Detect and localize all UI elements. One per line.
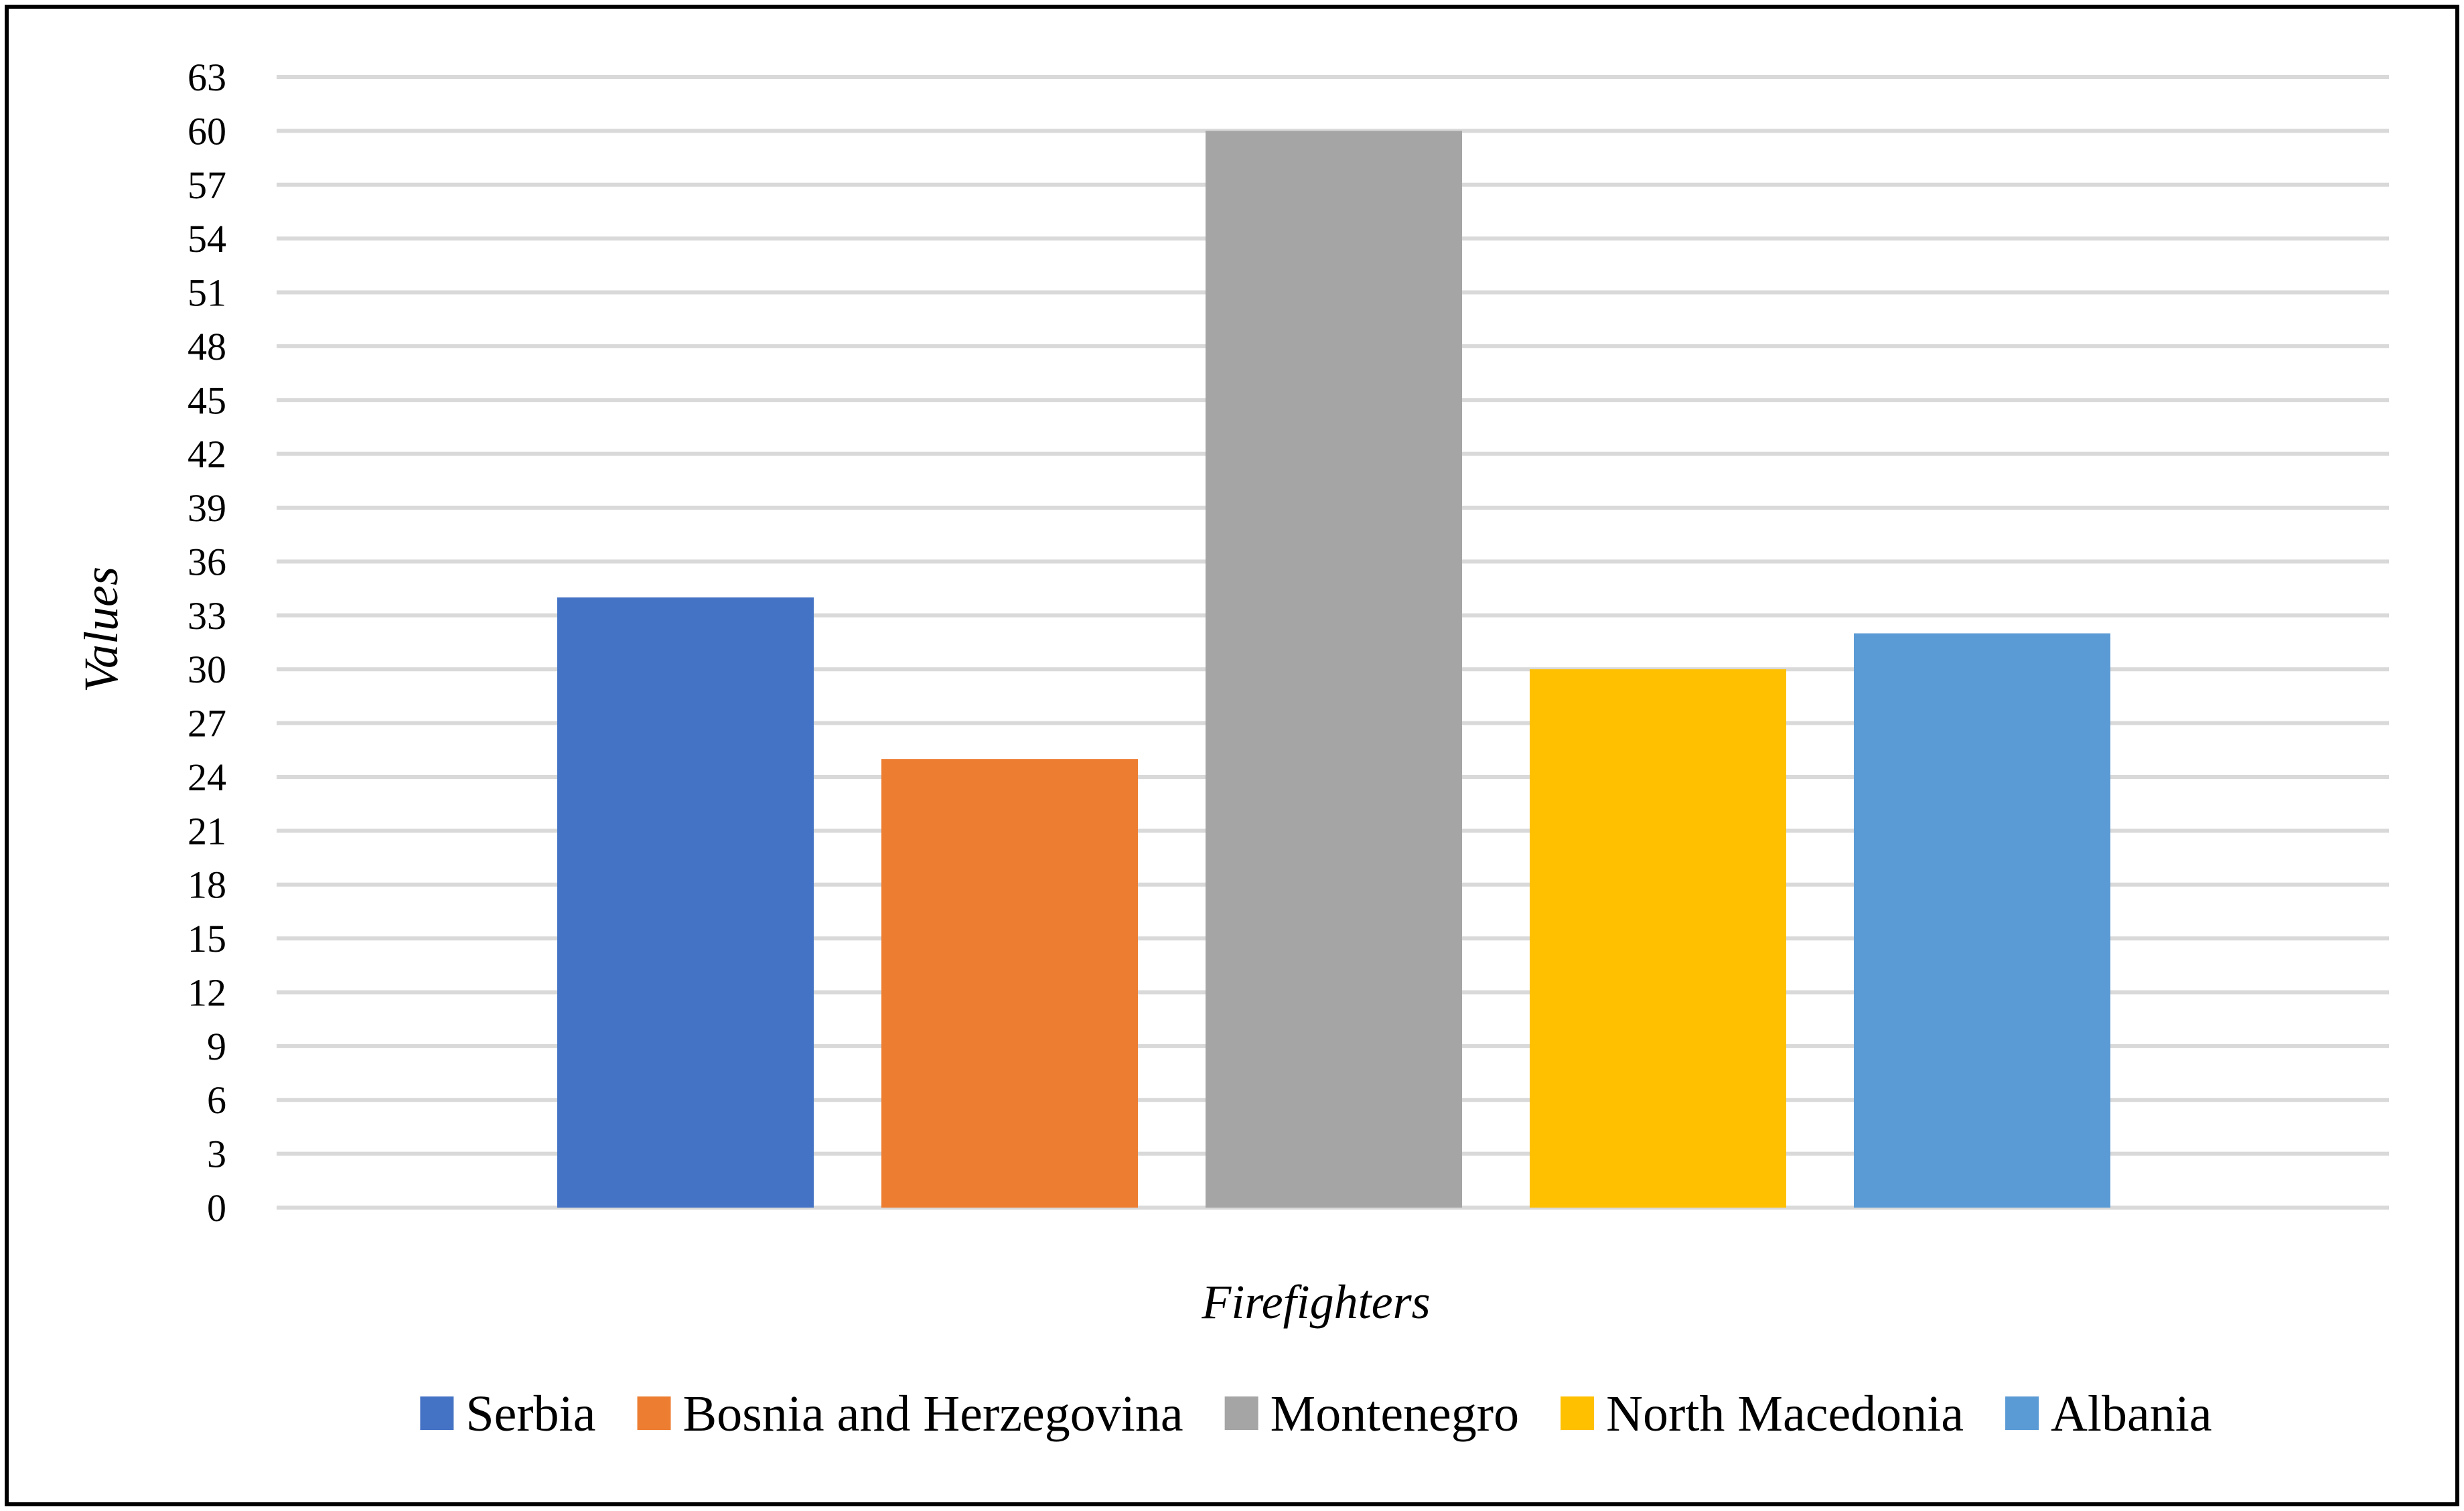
y-tick-label: 18: [188, 863, 226, 907]
legend-label-north-macedonia: North Macedonia: [1606, 1386, 1964, 1442]
legend-label-bosnia-and-herzegovina: Bosnia and Herzegovina: [683, 1386, 1183, 1442]
bar-albania: [1854, 633, 2110, 1208]
y-tick-label: 60: [188, 109, 226, 153]
y-tick-label: 12: [188, 970, 226, 1014]
y-tick-label: 27: [188, 702, 226, 745]
y-tick-label: 3: [207, 1133, 226, 1176]
y-tick-label: 15: [188, 917, 226, 960]
y-tick-label: 36: [188, 540, 226, 583]
x-axis-title: Firefighters: [1201, 1275, 1430, 1329]
legend-swatch-albania: [2005, 1396, 2039, 1430]
legend-label-serbia: Serbia: [465, 1386, 595, 1442]
bar-bosnia-and-herzegovina: [881, 759, 1138, 1208]
y-tick-label: 33: [188, 594, 226, 638]
y-tick-label: 21: [188, 809, 226, 853]
y-tick-label: 0: [207, 1186, 226, 1230]
y-tick-label: 45: [188, 378, 226, 422]
y-tick-label: 57: [188, 163, 226, 207]
legend-swatch-serbia: [420, 1396, 454, 1430]
bars: [557, 131, 2110, 1208]
bar-north-macedonia: [1530, 669, 1786, 1208]
y-tick-label: 42: [188, 433, 226, 476]
legend-label-montenegro: Montenegro: [1271, 1386, 1519, 1442]
legend-swatch-north-macedonia: [1561, 1396, 1595, 1430]
bar-serbia: [557, 597, 814, 1208]
y-tick-label: 48: [188, 325, 226, 368]
y-tick-label: 24: [188, 756, 226, 799]
y-tick-label: 63: [188, 56, 226, 99]
y-tick-label: 6: [207, 1078, 226, 1122]
y-tick-label: 54: [188, 217, 226, 261]
legend-label-albania: Albania: [2051, 1386, 2212, 1442]
legend-swatch-montenegro: [1224, 1396, 1258, 1430]
y-tick-label: 30: [188, 648, 226, 691]
legend: Serbia Bosnia and Herzegovina Montenegro No…: [420, 1386, 2212, 1442]
bar-montenegro: [1206, 131, 1462, 1208]
y-tick-label: 39: [188, 486, 226, 530]
legend-swatch-bosnia-and-herzegovina: [637, 1396, 671, 1430]
y-tick-label: 51: [188, 271, 226, 315]
y-tick-label: 9: [207, 1025, 226, 1068]
y-axis-title: Values: [74, 567, 128, 693]
